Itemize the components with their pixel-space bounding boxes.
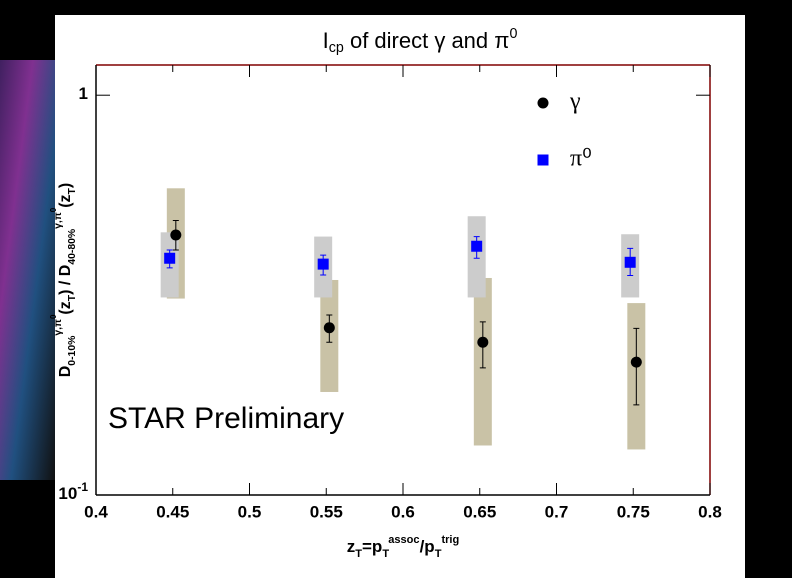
- text-part: T: [67, 294, 78, 301]
- marker: [317, 258, 329, 270]
- text-part: cp: [329, 40, 344, 56]
- x-tick-label: 0.4: [84, 502, 108, 521]
- text-part: 1: [79, 85, 88, 104]
- legend-label: π⁰: [570, 146, 592, 172]
- text-part: (z: [57, 194, 74, 207]
- text-part: ) / D: [57, 265, 74, 295]
- marker: [624, 256, 636, 268]
- marker: [471, 240, 483, 252]
- text-part: z: [347, 537, 356, 556]
- x-tick-label: 0.5: [238, 502, 262, 521]
- text-part: T: [382, 548, 389, 560]
- text-part: assoc: [388, 534, 419, 546]
- text-part: 0-10%: [67, 336, 78, 366]
- text-part: T: [67, 187, 78, 194]
- annotation: STAR Preliminary: [108, 402, 344, 435]
- text-part: ): [57, 183, 74, 188]
- x-tick-label: 0.65: [463, 502, 496, 521]
- text-part: D: [57, 366, 74, 378]
- text-part: γ,π: [53, 212, 64, 229]
- marker: [323, 322, 335, 334]
- text-part: T: [355, 548, 362, 560]
- text-part: -1: [77, 480, 88, 494]
- chart-title: Icp of direct γ and π0: [323, 26, 518, 56]
- x-tick-label: 0.8: [698, 502, 722, 521]
- text-part: γ,π: [53, 319, 64, 336]
- background-image: [0, 60, 55, 480]
- text-part: trig: [441, 534, 459, 546]
- panel: [55, 15, 745, 578]
- text-part: 0: [49, 314, 58, 319]
- text-part: of direct γ and π: [344, 28, 510, 53]
- y-tick-label: 10-1: [58, 480, 88, 503]
- text-part: 40-80%: [67, 229, 78, 265]
- x-tick-label: 0.7: [545, 502, 569, 521]
- text-part: I: [323, 28, 329, 53]
- x-tick-label: 0.6: [391, 502, 415, 521]
- x-tick-label: 0.45: [156, 502, 189, 521]
- text-part: /p: [420, 537, 435, 556]
- text-part: T: [435, 548, 442, 560]
- marker: [537, 97, 549, 109]
- y-axis-label: D0-10%γ,π0(zT) / D40-80%γ,π0(zT): [49, 183, 78, 378]
- text-part: (z: [57, 301, 74, 314]
- marker: [630, 356, 642, 368]
- y-tick-label: 1: [79, 85, 88, 104]
- legend-label: γ: [569, 89, 581, 115]
- marker: [164, 252, 176, 264]
- text-part: 0: [49, 207, 58, 212]
- text-part: =p: [362, 537, 382, 556]
- x-tick-label: 0.75: [617, 502, 650, 521]
- x-axis-label: zT=pTassoc/pTtrig: [347, 534, 460, 560]
- marker: [537, 154, 549, 166]
- text-part: 10: [58, 484, 77, 503]
- x-tick-label: 0.55: [310, 502, 343, 521]
- marker: [170, 229, 182, 241]
- marker: [477, 336, 489, 348]
- text-part: 0: [509, 26, 517, 42]
